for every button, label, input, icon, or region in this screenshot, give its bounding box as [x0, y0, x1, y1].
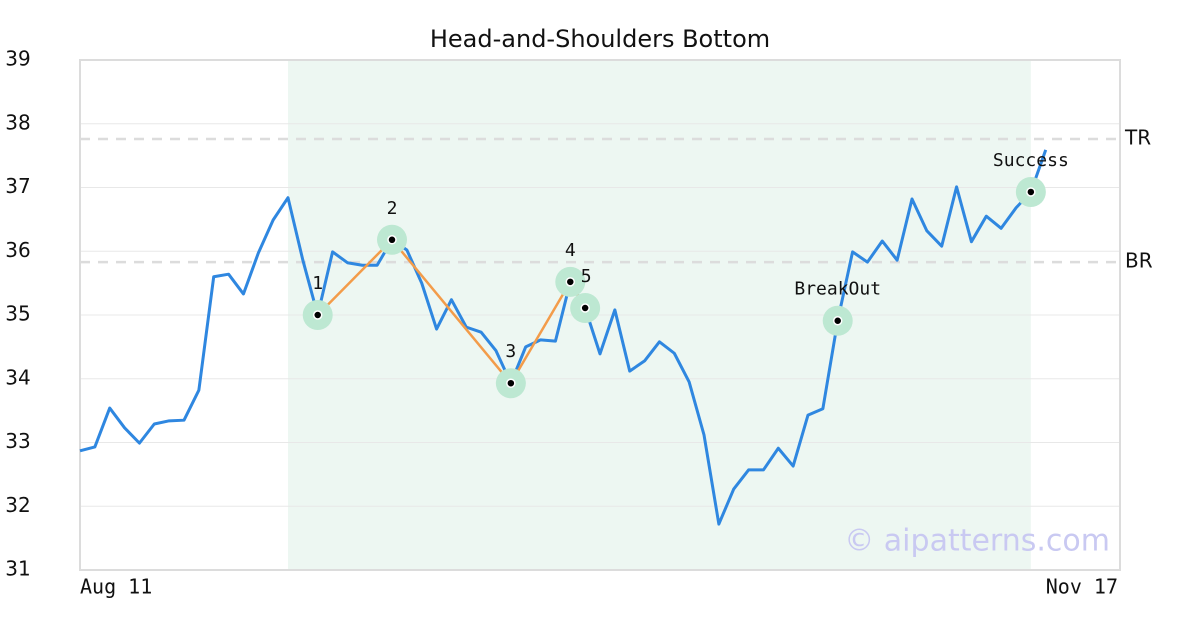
y-tick-label: 34	[5, 365, 30, 389]
pattern-point-label: 2	[387, 198, 398, 219]
level-label: TR	[1124, 126, 1151, 150]
event-point-dot	[1026, 187, 1036, 197]
pattern-point-label: 4	[565, 240, 576, 261]
y-tick-label: 38	[5, 110, 30, 134]
y-tick-label: 36	[5, 238, 30, 262]
level-label: BR	[1125, 249, 1153, 273]
x-tick-label: Nov 17	[1046, 575, 1118, 599]
pattern-point-dot	[312, 310, 323, 320]
plot-frame	[79, 59, 1121, 571]
watermark: © aipatterns.com	[844, 524, 1110, 559]
x-tick-label: Aug 11	[80, 575, 152, 599]
event-point-label: BreakOut	[794, 279, 881, 300]
chart-title: Head-and-Shoulders Bottom	[430, 25, 770, 53]
pattern-point-dot	[565, 277, 576, 287]
event-point-label: Success	[993, 150, 1069, 171]
y-tick-label: 33	[5, 429, 30, 453]
y-tick-label: 31	[5, 557, 30, 581]
event-point-dot	[832, 315, 843, 326]
y-tick-label: 37	[5, 174, 30, 198]
pattern-point-dot	[506, 378, 516, 388]
pattern-point-label: 5	[581, 266, 592, 287]
price-line	[79, 149, 1048, 526]
pattern-point-dot	[580, 303, 590, 313]
y-tick-label: 35	[5, 302, 30, 326]
y-tick-label: 32	[5, 493, 30, 517]
pattern-point-label: 3	[505, 341, 516, 362]
pattern-point-dot	[387, 235, 397, 245]
pattern-point-label: 1	[312, 273, 323, 294]
y-tick-label: 39	[5, 47, 30, 71]
